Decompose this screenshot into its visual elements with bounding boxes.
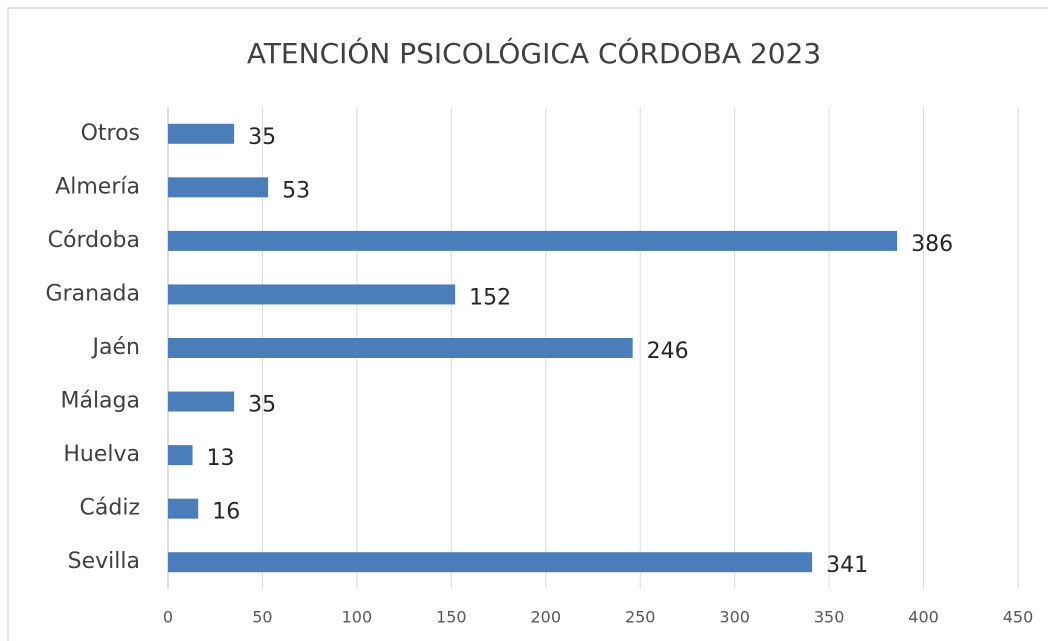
y-tick-label: Sevilla — [68, 549, 140, 574]
y-tick-label: Cádiz — [80, 496, 140, 521]
x-tick-label: 450 — [1003, 608, 1034, 627]
bar — [168, 391, 235, 412]
bar — [168, 498, 199, 519]
data-label: 53 — [282, 178, 310, 203]
y-tick-label: Otros — [81, 121, 140, 146]
data-label: 13 — [207, 446, 235, 471]
bar — [168, 230, 898, 251]
bar — [168, 552, 813, 573]
x-tick-label: 200 — [531, 608, 562, 627]
data-label: 246 — [647, 339, 689, 364]
bar — [168, 338, 633, 358]
x-tick-label: 0 — [163, 608, 173, 627]
data-label: 16 — [212, 500, 240, 525]
x-tick-label: 100 — [342, 608, 373, 627]
data-label: 386 — [911, 232, 953, 257]
x-tick-label: 50 — [252, 608, 272, 627]
bar — [168, 284, 456, 305]
y-tick-label: Málaga — [60, 389, 140, 414]
data-label: 341 — [826, 553, 868, 578]
data-label: 152 — [469, 285, 511, 310]
x-tick-label: 400 — [908, 608, 939, 627]
x-tick-label: 350 — [814, 608, 845, 627]
bar — [168, 177, 269, 198]
x-tick-label: 150 — [436, 608, 467, 627]
y-tick-label: Almería — [55, 174, 140, 199]
data-label: 35 — [248, 125, 276, 150]
chart-title: ATENCIÓN PSICOLÓGICA CÓRDOBA 2023 — [247, 36, 821, 70]
data-label: 35 — [248, 393, 276, 418]
chart-frame — [7, 7, 1048, 641]
y-tick-label: Huelva — [63, 442, 140, 467]
x-tick-label: 300 — [719, 608, 750, 627]
bar — [168, 123, 235, 144]
y-tick-label: Granada — [46, 281, 140, 306]
y-tick-label: Córdoba — [48, 228, 140, 253]
x-tick-label: 250 — [625, 608, 656, 627]
y-tick-label: Jaén — [91, 335, 140, 360]
bar — [168, 445, 193, 466]
